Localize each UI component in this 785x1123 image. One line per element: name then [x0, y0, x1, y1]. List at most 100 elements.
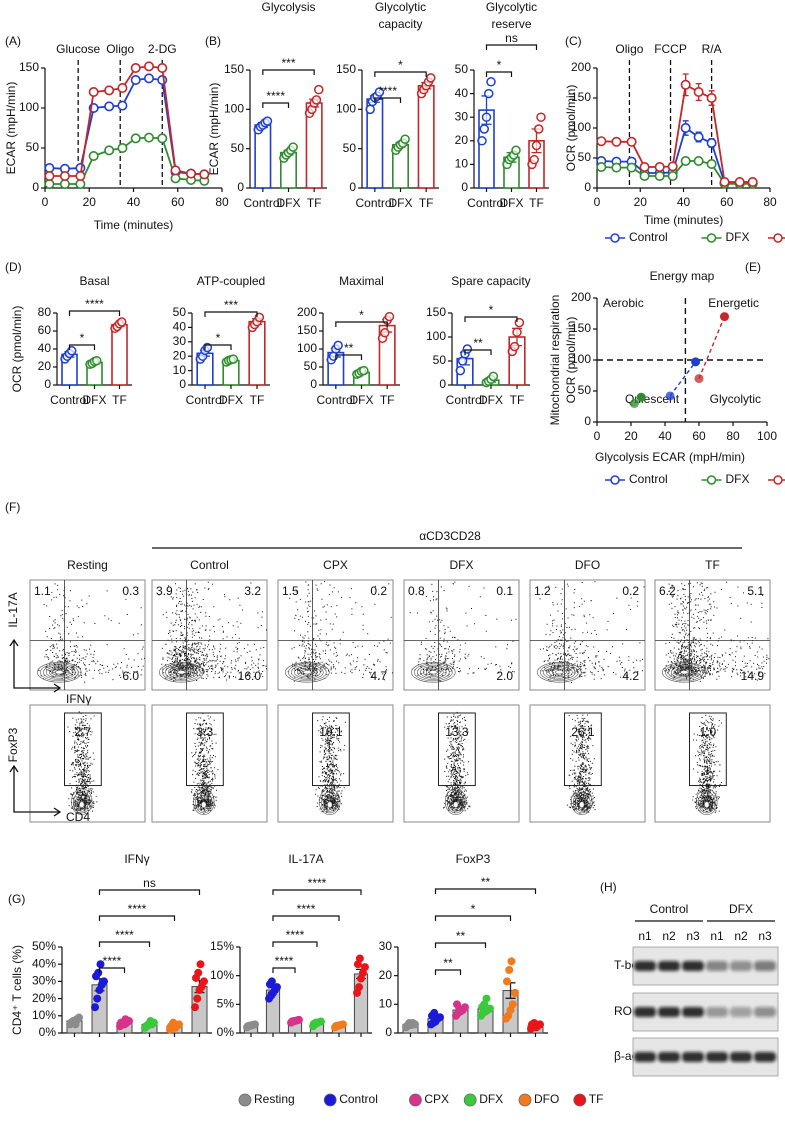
lane-label: n1 [638, 929, 652, 943]
legend-marker [706, 233, 717, 243]
data-point [693, 87, 704, 98]
panel-label: (A) [5, 34, 21, 48]
data-point [117, 100, 128, 111]
contour [73, 791, 91, 814]
significance-label: **** [378, 84, 397, 98]
y-tick-label: 30 [173, 334, 187, 348]
chart-title: capacity [378, 17, 422, 31]
significance-label: ns [143, 876, 156, 890]
legend-marker [408, 1093, 422, 1107]
contour [199, 798, 209, 810]
data-point [488, 371, 499, 382]
contour [698, 791, 716, 814]
data-point [667, 161, 678, 172]
x-tick-label: Control [50, 393, 89, 407]
y-tick-label: 50 [578, 383, 592, 397]
y-tick-label: 0 [584, 414, 591, 428]
gate [312, 712, 350, 787]
contour [45, 666, 73, 679]
y-tick-label: 30 [379, 939, 393, 953]
quadrant-value: 0.2 [622, 584, 639, 598]
y-tick-label: 0 [385, 1025, 392, 1039]
data-point [170, 165, 181, 176]
data-point [596, 162, 607, 173]
gate-value: 1.0 [700, 725, 717, 739]
significance-bracket [434, 888, 537, 894]
contour [428, 670, 438, 675]
y-tick-label: 100 [571, 352, 591, 366]
connector-line [698, 316, 726, 379]
legend-marker [610, 475, 620, 485]
y-tick-label: 100 [336, 102, 356, 116]
contour [419, 666, 447, 679]
bar [353, 973, 369, 1034]
contour [670, 666, 698, 679]
contour [536, 662, 582, 683]
contour [554, 670, 564, 675]
quadrant-value: 1.5 [282, 584, 299, 598]
chart-title: ATP-coupled [197, 274, 265, 288]
data-point [75, 1013, 84, 1022]
y-axis-title: CD4⁺ T cells (%) [10, 945, 24, 1035]
significance-bracket [262, 69, 315, 75]
event-label: Glucose [56, 42, 100, 56]
significance-bracket [434, 969, 462, 975]
significance-label: **** [297, 902, 316, 916]
event-label: FCCP [654, 42, 687, 56]
contour [327, 801, 333, 809]
data-point [311, 95, 322, 105]
data-point [130, 133, 141, 144]
event-dots [664, 581, 770, 682]
x-axis-title: Time (minutes) [94, 218, 174, 232]
legend-marker [573, 1093, 587, 1107]
x-tick-label: 20 [83, 195, 97, 209]
contour [425, 668, 441, 676]
contour [75, 794, 89, 812]
y-tick-label: 150 [336, 62, 356, 76]
y-tick-label: 0 [461, 180, 468, 194]
data-point [654, 162, 665, 173]
data-point [680, 79, 691, 90]
y-tick-label: 50 [578, 150, 592, 164]
x-tick-label: TF [307, 196, 322, 210]
contour [171, 667, 192, 678]
x-tick-label: DFX [83, 393, 107, 407]
contour [39, 663, 79, 682]
significance-bracket [204, 344, 232, 350]
data-point [44, 163, 55, 174]
contour [548, 667, 570, 678]
y-tick-label: 100 [297, 341, 317, 355]
data-point [92, 355, 102, 366]
contour [413, 663, 453, 682]
x-tick-label: Control [355, 196, 394, 210]
y-tick-label: 0 [44, 377, 51, 391]
data-point [654, 171, 665, 182]
data-point [680, 156, 691, 167]
y-tick-label: 20 [379, 968, 393, 982]
data-point [157, 133, 168, 144]
data-point [91, 1003, 100, 1012]
band [730, 1007, 752, 1017]
band [682, 961, 704, 971]
significance-bracket [335, 354, 363, 360]
data-point [59, 179, 70, 190]
data-point [508, 1000, 517, 1009]
x-tick-label: TF [510, 393, 525, 407]
contour [664, 663, 704, 682]
data-point [380, 328, 390, 338]
significance-bracket [98, 915, 176, 921]
data-point [190, 1003, 199, 1012]
contour [702, 798, 712, 810]
event-dots [443, 711, 471, 813]
contour [162, 663, 201, 682]
data-point [143, 61, 154, 72]
y-tick-label: 200 [571, 60, 591, 74]
y-tick-label: 0 [349, 180, 356, 194]
y-tick-label: 10 [455, 157, 469, 171]
significance-label: ** [473, 336, 483, 350]
data-point [199, 977, 208, 986]
significance-label: ** [481, 875, 491, 889]
data-point [59, 171, 70, 182]
y-tick-label: 5% [217, 997, 235, 1011]
y-tick-label: 0 [179, 377, 186, 391]
